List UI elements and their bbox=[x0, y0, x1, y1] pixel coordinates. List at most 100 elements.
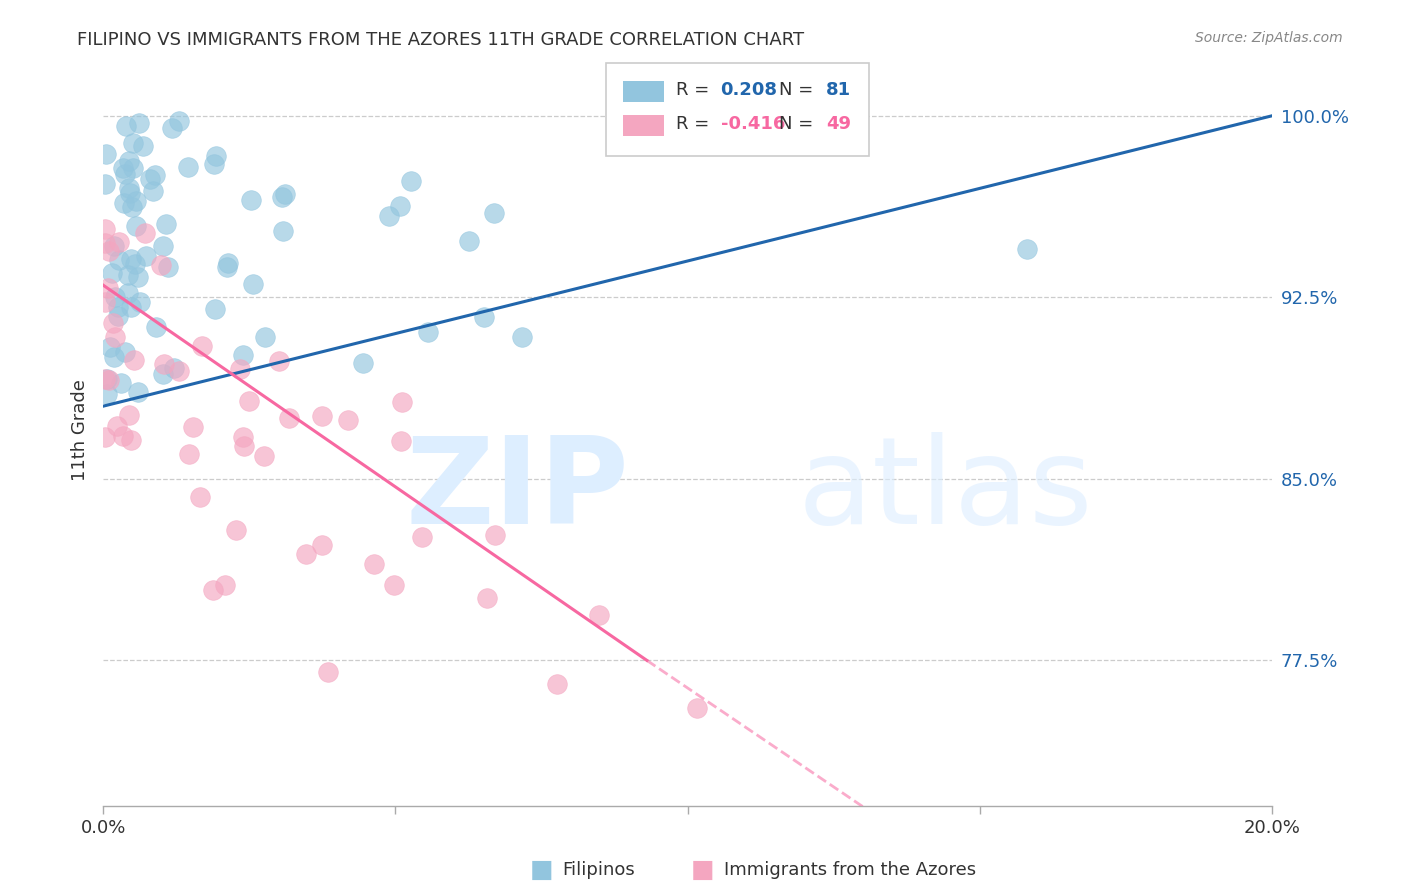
FancyBboxPatch shape bbox=[623, 81, 665, 103]
Point bbox=[177, 161, 200, 175]
Point bbox=[97, 373, 120, 387]
Point bbox=[267, 353, 290, 368]
Point bbox=[124, 194, 146, 208]
Point bbox=[1015, 242, 1038, 256]
Point bbox=[118, 154, 141, 169]
Point bbox=[378, 209, 401, 223]
Point bbox=[94, 372, 117, 386]
Point bbox=[98, 340, 121, 354]
Point bbox=[311, 539, 333, 553]
Point bbox=[114, 167, 136, 181]
Point bbox=[118, 181, 141, 195]
Point bbox=[229, 361, 252, 376]
Point bbox=[101, 316, 124, 330]
Point bbox=[253, 330, 276, 344]
Text: Filipinos: Filipinos bbox=[562, 861, 636, 879]
Point bbox=[107, 300, 129, 314]
Text: 0.208: 0.208 bbox=[720, 81, 778, 99]
Point bbox=[117, 285, 139, 300]
Point bbox=[253, 449, 276, 463]
Point bbox=[120, 252, 142, 267]
Point bbox=[270, 190, 292, 204]
Point bbox=[181, 420, 204, 434]
Point bbox=[382, 578, 405, 592]
Point bbox=[152, 357, 174, 371]
Text: atlas: atlas bbox=[797, 432, 1092, 549]
Point bbox=[389, 434, 412, 448]
Point bbox=[96, 146, 118, 161]
Point bbox=[94, 295, 117, 310]
Text: 81: 81 bbox=[825, 81, 851, 99]
Point bbox=[103, 350, 125, 364]
Point bbox=[122, 136, 145, 150]
Point bbox=[160, 121, 183, 136]
Point bbox=[391, 394, 413, 409]
Text: ZIP: ZIP bbox=[405, 432, 630, 549]
Point bbox=[155, 217, 177, 231]
Text: Source: ZipAtlas.com: Source: ZipAtlas.com bbox=[1195, 31, 1343, 45]
Point bbox=[190, 490, 212, 504]
Point bbox=[510, 330, 533, 344]
Point bbox=[352, 356, 374, 370]
Text: R =: R = bbox=[676, 115, 716, 133]
Y-axis label: 11th Grade: 11th Grade bbox=[72, 379, 89, 482]
Text: ■: ■ bbox=[530, 858, 553, 881]
Point bbox=[336, 412, 359, 426]
Point bbox=[686, 701, 709, 715]
Point bbox=[127, 269, 149, 284]
Point bbox=[105, 419, 128, 434]
Point bbox=[94, 177, 117, 191]
Text: N =: N = bbox=[779, 81, 820, 99]
Point bbox=[475, 591, 498, 605]
Text: -0.416: -0.416 bbox=[720, 115, 785, 133]
Point bbox=[124, 219, 146, 234]
Point bbox=[388, 199, 411, 213]
Point bbox=[114, 120, 136, 134]
Point bbox=[121, 201, 143, 215]
Point bbox=[112, 161, 135, 176]
Point bbox=[145, 320, 167, 334]
Point bbox=[215, 260, 238, 274]
Point bbox=[163, 361, 186, 376]
Point bbox=[458, 234, 481, 248]
Point bbox=[114, 195, 136, 210]
Point bbox=[134, 226, 156, 240]
Point bbox=[295, 547, 318, 561]
Point bbox=[232, 348, 254, 362]
Point bbox=[96, 386, 118, 401]
Point bbox=[177, 447, 200, 461]
Point bbox=[104, 290, 127, 304]
Point bbox=[399, 174, 422, 188]
Point bbox=[96, 372, 118, 386]
Point bbox=[97, 281, 120, 295]
Point bbox=[104, 330, 127, 344]
Point bbox=[129, 295, 152, 310]
Point bbox=[214, 578, 236, 592]
Point bbox=[233, 439, 256, 453]
Point bbox=[120, 433, 142, 447]
Point bbox=[271, 223, 294, 237]
Point bbox=[110, 376, 132, 390]
Point bbox=[120, 186, 142, 201]
Point bbox=[103, 239, 125, 253]
Point bbox=[108, 253, 131, 268]
FancyBboxPatch shape bbox=[623, 115, 665, 136]
Point bbox=[363, 558, 385, 572]
Point bbox=[107, 309, 129, 323]
Point bbox=[242, 277, 264, 292]
Point bbox=[132, 139, 155, 153]
Point bbox=[121, 161, 143, 176]
Point bbox=[588, 607, 610, 622]
Point bbox=[225, 523, 247, 537]
Point bbox=[411, 531, 433, 545]
Text: ■: ■ bbox=[692, 858, 714, 881]
Point bbox=[128, 116, 150, 130]
Point bbox=[274, 186, 297, 201]
Point bbox=[101, 266, 124, 280]
Point bbox=[169, 113, 191, 128]
Text: 49: 49 bbox=[825, 115, 851, 133]
Point bbox=[135, 250, 157, 264]
Point bbox=[191, 339, 214, 353]
Point bbox=[240, 193, 263, 207]
Point bbox=[277, 410, 299, 425]
